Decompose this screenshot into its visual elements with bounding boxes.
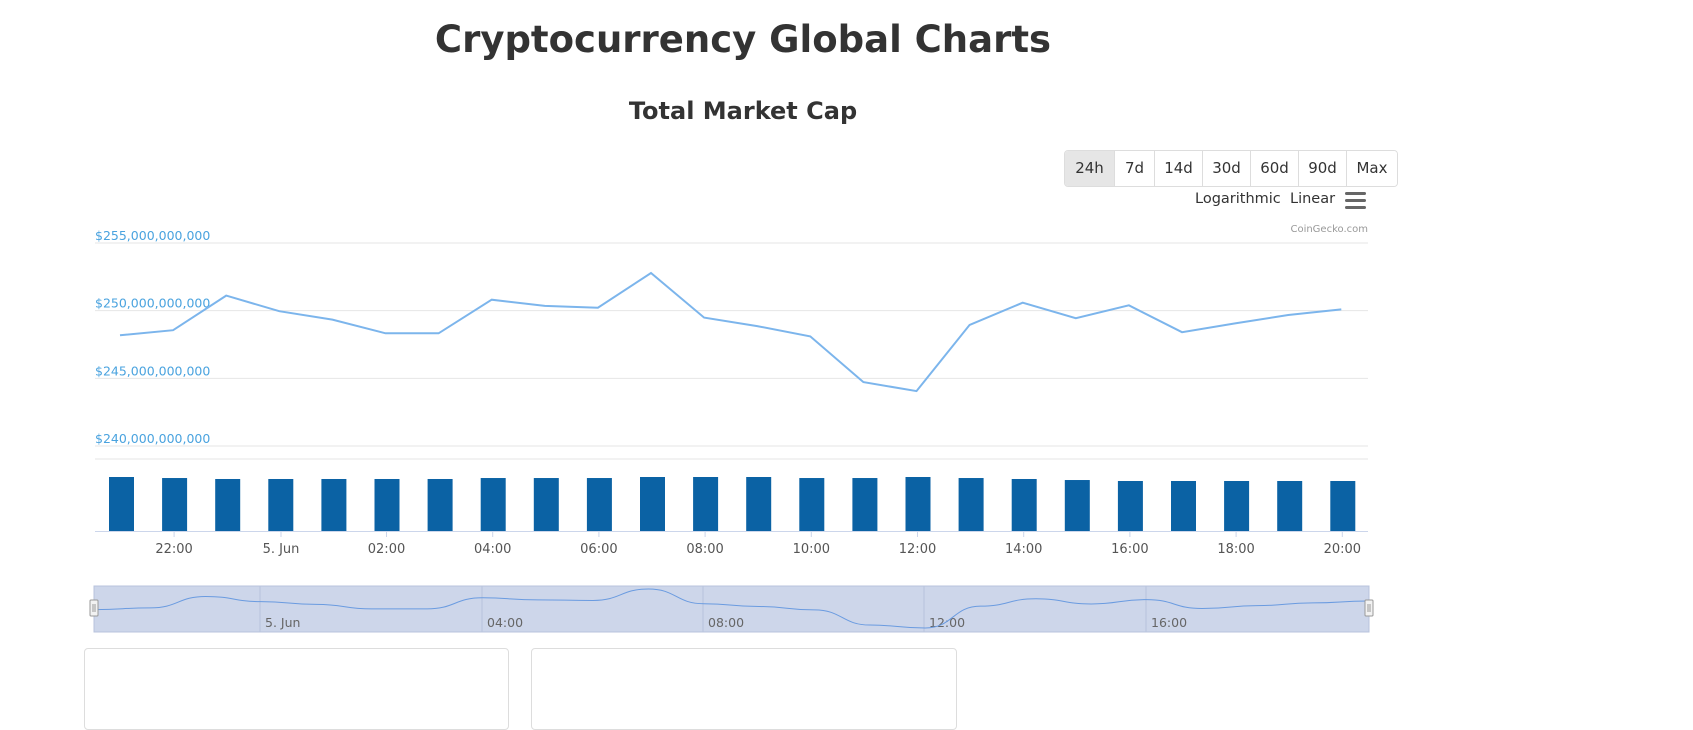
volume-bar (268, 478, 294, 531)
volume-bar (1277, 480, 1303, 531)
volume-bar (321, 478, 347, 531)
volume-bar (162, 478, 188, 531)
navigator-right-handle[interactable] (1364, 599, 1374, 617)
x-tick-label: 14:00 (1005, 542, 1042, 557)
navigator-tick-label: 5. Jun (265, 615, 300, 630)
range-30d-button[interactable]: 30d (1202, 151, 1250, 186)
navigator-selection (93, 585, 1370, 633)
navigator-tick-label: 08:00 (708, 615, 744, 630)
x-tick-label: 08:00 (686, 542, 723, 557)
volume-bar (215, 478, 241, 531)
x-tick-label: 5. Jun (263, 542, 300, 557)
x-tick-label: 12:00 (899, 542, 936, 557)
x-tick-label: 06:00 (580, 542, 617, 557)
x-tick-label: 04:00 (474, 542, 511, 557)
volume-bar (905, 477, 931, 531)
volume-bar (640, 477, 665, 531)
range-90d-button[interactable]: 90d (1298, 151, 1346, 186)
volume-bar (1117, 480, 1143, 531)
hamburger-menu-icon[interactable] (1345, 192, 1366, 209)
x-tick-label: 16:00 (1111, 542, 1148, 557)
volume-bar (1171, 480, 1196, 531)
y-tick-label: $255,000,000,000 (95, 228, 210, 243)
y-tick-label: $245,000,000,000 (95, 363, 210, 378)
bottom-panel-left (84, 648, 509, 730)
navigator[interactable]: 5. Jun 04:00 08:00 12:00 16:00 (89, 585, 1374, 633)
bottom-panel-right (531, 648, 957, 730)
range-7d-button[interactable]: 7d (1114, 151, 1154, 186)
x-tick-label: 22:00 (155, 542, 192, 557)
range-60d-button[interactable]: 60d (1250, 151, 1298, 186)
y-tick-label: $250,000,000,000 (95, 296, 210, 311)
chart-title: Total Market Cap (628, 97, 858, 125)
volume-bar (746, 477, 772, 531)
navigator-tick-label: 16:00 (1151, 615, 1187, 630)
range-24h-button[interactable]: 24h (1065, 151, 1114, 186)
volume-bar (958, 478, 984, 531)
range-14d-button[interactable]: 14d (1154, 151, 1202, 186)
page-title: Cryptocurrency Global Charts (434, 18, 1052, 61)
x-tick-label: 20:00 (1324, 542, 1361, 557)
logarithmic-scale-button[interactable]: Logarithmic (1195, 191, 1281, 207)
volume-bar (427, 478, 453, 531)
volume-bar (109, 477, 134, 531)
navigator-line (94, 588, 1369, 629)
chart-credits[interactable]: CoinGecko.com (1290, 224, 1368, 235)
range-max-button[interactable]: Max (1346, 151, 1397, 186)
volume-bar (1224, 480, 1250, 531)
volume-bar (586, 478, 612, 531)
y-tick-label: $240,000,000,000 (95, 431, 210, 446)
volume-bar (1064, 480, 1090, 531)
x-tick-label: 18:00 (1217, 542, 1254, 557)
navigator-tick-label: 12:00 (929, 615, 965, 630)
handle-grip (89, 599, 99, 617)
volume-bar (480, 478, 506, 531)
x-tick-label: 02:00 (368, 542, 405, 557)
volume-bar (852, 478, 878, 531)
market-cap-line (119, 271, 1342, 393)
handle-grip (1364, 599, 1374, 617)
volume-bar (533, 478, 559, 531)
navigator-tick-label: 04:00 (487, 615, 523, 630)
volume-bar (799, 478, 825, 531)
volume-bar (693, 477, 719, 531)
x-tick-label: 10:00 (793, 542, 830, 557)
volume-bar (1330, 480, 1356, 531)
volume-bar (1011, 478, 1037, 531)
linear-scale-button[interactable]: Linear (1290, 191, 1336, 207)
volume-bar (374, 478, 400, 531)
time-range-selector: 24h 7d 14d 30d 60d 90d Max (1064, 150, 1398, 187)
navigator-left-handle[interactable] (89, 599, 99, 617)
